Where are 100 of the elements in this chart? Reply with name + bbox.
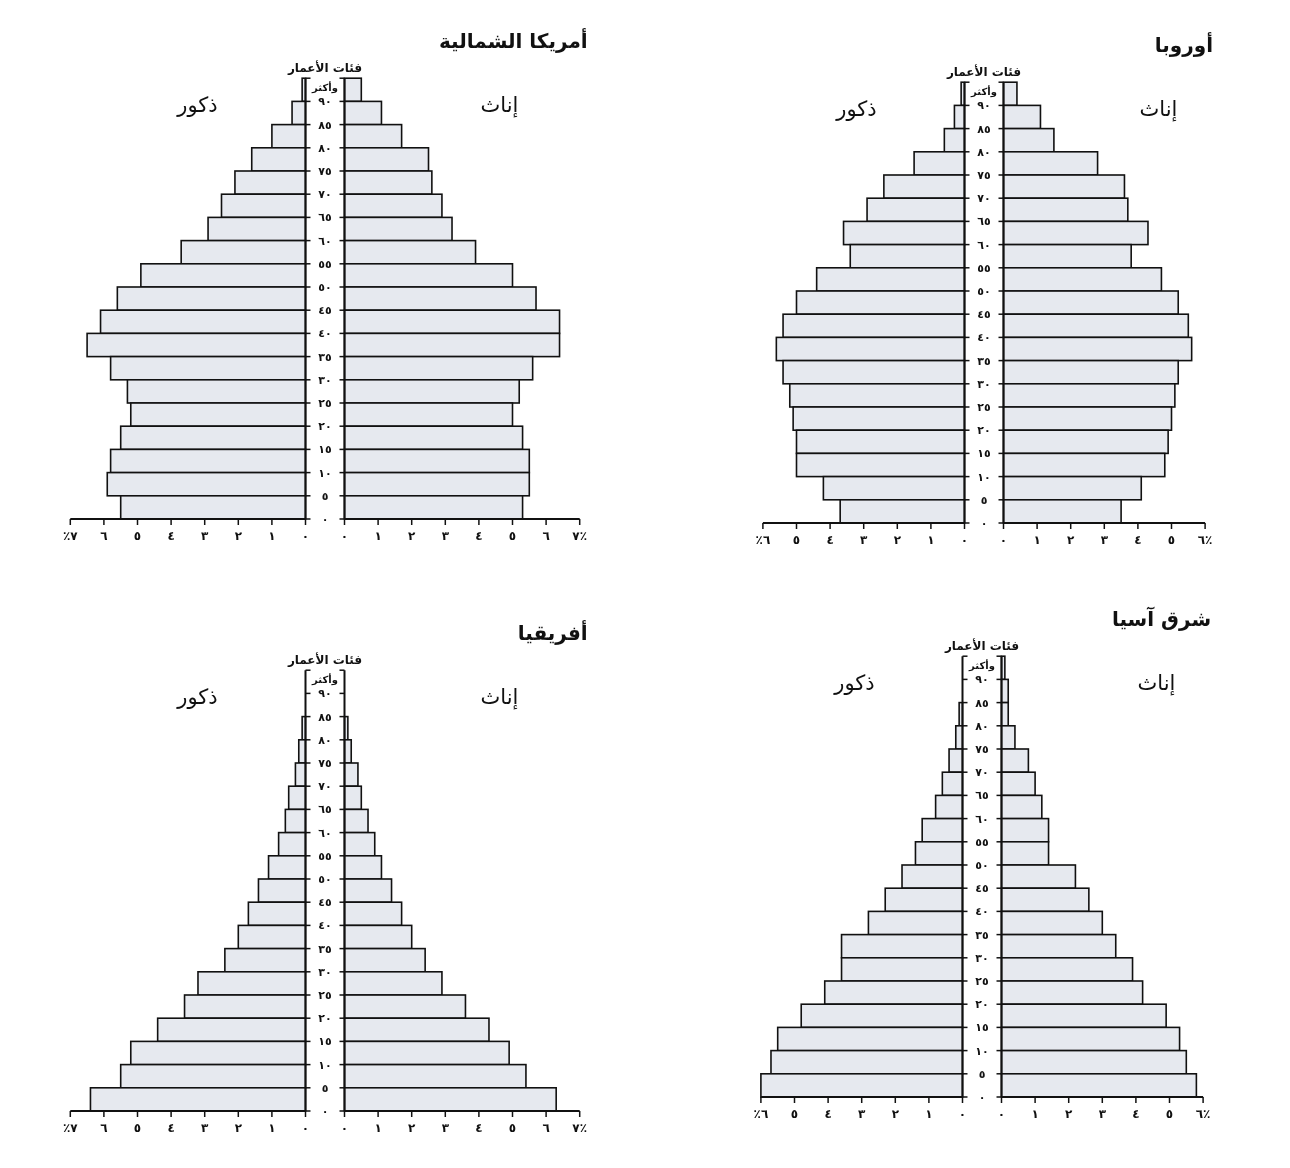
x-tick-label: ٥ bbox=[1165, 1107, 1174, 1121]
x-tick-label: ٢ bbox=[234, 1121, 243, 1135]
x-tick-label: ٣ bbox=[201, 529, 210, 543]
x-tick-label: ٠ bbox=[960, 533, 969, 547]
x-tick-label: ٤ bbox=[1132, 1107, 1140, 1121]
y-tick-label: ١٠ bbox=[977, 470, 991, 484]
y-axis-title: فئات الأعمار bbox=[945, 64, 1022, 80]
x-tick-label: ٣ bbox=[1100, 533, 1109, 547]
y-tick-label: ٥٠ bbox=[975, 859, 989, 872]
x-tick-label: ٠ bbox=[301, 1121, 310, 1135]
x-tick-label: ٪٦ bbox=[755, 533, 771, 547]
x-tick-label: ٤ bbox=[475, 1121, 483, 1135]
text: إناث bbox=[480, 93, 519, 119]
text: إناث bbox=[480, 685, 519, 711]
x-tick-label: ٦٪ bbox=[1197, 533, 1213, 547]
y-tick-label: ٧٥ bbox=[977, 169, 991, 182]
x-tick-label: ٢ bbox=[234, 529, 243, 543]
y-tick-label: ٦٠ bbox=[977, 238, 991, 252]
text: إناث bbox=[1139, 97, 1178, 123]
y-axis-title: فئات الأعمار bbox=[286, 652, 363, 668]
x-tick-label: ٦ bbox=[100, 1121, 108, 1135]
y-tick-label: ٠ bbox=[321, 513, 329, 526]
x-tick-label: ٦ bbox=[542, 529, 550, 543]
y-tick-label: ٥ bbox=[321, 1081, 329, 1095]
x-tick-label: ٢ bbox=[408, 529, 417, 543]
y-tick-label: ٨٠ bbox=[977, 145, 991, 159]
y-tick-label: ١٥ bbox=[318, 1035, 332, 1049]
x-tick-label: ٢ bbox=[1067, 533, 1076, 547]
x-tick-label: ٦ bbox=[542, 1121, 550, 1135]
x-tick-label: ١ bbox=[374, 529, 382, 543]
y-tick-label: ٦٠ bbox=[975, 812, 989, 826]
y-tick-label: ٥ bbox=[321, 489, 329, 503]
text: ذكور bbox=[176, 93, 218, 118]
y-tick-label: ٤٥ bbox=[975, 882, 989, 896]
y-tick-label: ٠ bbox=[980, 517, 988, 530]
x-tick-label: ٦٪ bbox=[1195, 1107, 1211, 1121]
x-tick-label: ٧٪ bbox=[572, 1121, 588, 1135]
x-tick-label: ٪٦ bbox=[753, 1107, 769, 1121]
y-tick-label: ٣٥ bbox=[318, 942, 332, 956]
y-tick-label: ٥٠ bbox=[318, 281, 332, 294]
x-tick-label: ٠ bbox=[340, 529, 349, 543]
y-tick-label: ٥ bbox=[980, 493, 988, 507]
y-tick-label: ١٠ bbox=[975, 1044, 989, 1058]
y-tick-label: ٥٥ bbox=[318, 257, 332, 271]
y-tick-label: ٤٥ bbox=[977, 308, 991, 322]
x-tick-label: ٠ bbox=[958, 1107, 967, 1121]
y-tick-label: ٤٥ bbox=[318, 896, 332, 910]
y-tick-label: ٢٥ bbox=[975, 975, 989, 988]
y-tick-label: ٣٠ bbox=[318, 965, 332, 979]
x-tick-label: ٤ bbox=[475, 529, 483, 543]
y-tick-label: ٧٥ bbox=[318, 757, 332, 770]
x-tick-label: ٠ bbox=[999, 533, 1008, 547]
y-tick-label: ٩٠ وأكثر bbox=[968, 659, 995, 687]
y-tick-label: ٨٥ bbox=[977, 122, 991, 136]
y-tick-label: ٨٥ bbox=[318, 710, 332, 724]
y-tick-label: ١٥ bbox=[318, 443, 332, 457]
y-tick-label: ٥٥ bbox=[318, 849, 332, 863]
y-tick-label: ٥٥ bbox=[977, 261, 991, 275]
x-tick-label: ٦ bbox=[100, 529, 108, 543]
y-tick-label: ٥ bbox=[978, 1067, 986, 1081]
x-tick-label: ٢ bbox=[408, 1121, 417, 1135]
y-tick-label: ٣٥ bbox=[318, 350, 332, 364]
y-tick-label: ٢٠ bbox=[318, 1012, 332, 1026]
x-tick-label: ٢ bbox=[1065, 1107, 1074, 1121]
y-tick-label: ٦٥ bbox=[318, 211, 332, 225]
y-tick-label: ٥٠ bbox=[977, 285, 991, 298]
y-tick-label: ٦٥ bbox=[318, 803, 332, 817]
y-tick-label: ٣٠ bbox=[318, 373, 332, 387]
x-tick-label: ٠ bbox=[997, 1107, 1006, 1121]
y-tick-label: ٨٥ bbox=[975, 696, 989, 710]
y-tick-label: ٧٠ bbox=[975, 766, 989, 780]
x-tick-label: ١ bbox=[925, 1107, 933, 1121]
x-tick-label: ٣ bbox=[1098, 1107, 1107, 1121]
x-tick-label: ٥ bbox=[790, 1107, 799, 1121]
y-tick-label: ٤٠ bbox=[977, 331, 991, 345]
x-tick-label: ٠ bbox=[301, 529, 310, 543]
y-tick-label: ٤٠ bbox=[318, 327, 332, 341]
y-tick-label: ٠ bbox=[978, 1091, 986, 1104]
y-tick-label: ٩٠ وأكثر bbox=[311, 81, 338, 109]
y-tick-label: ٢٠ bbox=[318, 420, 332, 434]
x-tick-label: ٤ bbox=[826, 533, 834, 547]
y-tick-label: ٩٠ وأكثر bbox=[970, 85, 997, 113]
x-tick-label: ٧٪ bbox=[572, 529, 588, 543]
x-tick-label: ٢ bbox=[893, 533, 902, 547]
x-tick-label: ٣ bbox=[201, 1121, 210, 1135]
x-tick-label: ٢ bbox=[891, 1107, 900, 1121]
y-tick-label: ٢٠ bbox=[975, 998, 989, 1012]
x-tick-label: ١ bbox=[268, 529, 276, 543]
x-tick-label: ٥ bbox=[508, 1121, 517, 1135]
y-tick-label: ٩٠ وأكثر bbox=[311, 673, 338, 701]
y-tick-label: ٦٥ bbox=[975, 789, 989, 803]
x-tick-label: ٪٧ bbox=[62, 1121, 79, 1135]
x-tick-label: ٣ bbox=[858, 1107, 867, 1121]
y-tick-label: ٦٥ bbox=[977, 215, 991, 229]
y-tick-label: ٥٥ bbox=[975, 835, 989, 849]
y-axis-title: فئات الأعمار bbox=[286, 60, 363, 76]
y-tick-label: ١٥ bbox=[977, 447, 991, 461]
x-tick-label: ٤ bbox=[167, 529, 175, 543]
chart-title: شرق آسيا bbox=[1111, 606, 1212, 632]
y-tick-label: ١٠ bbox=[318, 466, 332, 480]
